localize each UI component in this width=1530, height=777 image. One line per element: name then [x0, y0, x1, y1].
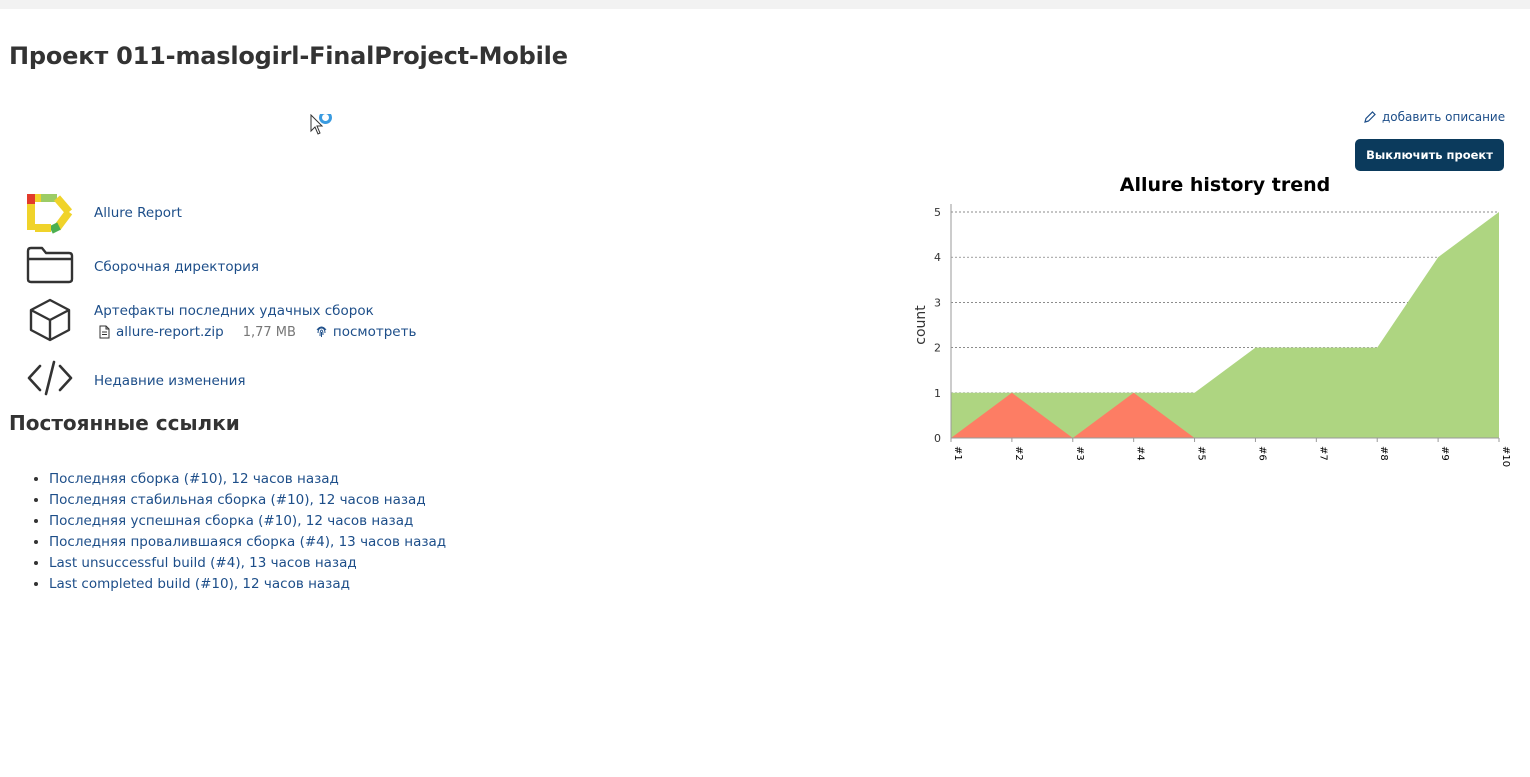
- artifact-file-size: 1,77 MB: [242, 324, 296, 340]
- permalink-last-unsuccessful-build[interactable]: Last unsuccessful build (#4), 13 часов н…: [49, 555, 357, 571]
- disable-project-button[interactable]: Выключить проект: [1355, 139, 1504, 171]
- permalink-last-completed-build[interactable]: Last completed build (#10), 12 часов наз…: [49, 576, 350, 592]
- permalink-last-build[interactable]: Последняя сборка (#10), 12 часов назад: [49, 471, 339, 487]
- chart-y-tick-label: 0: [934, 432, 941, 445]
- permalinks-list: Последняя сборка (#10), 12 часов назад П…: [31, 469, 446, 595]
- allure-logo-icon: [26, 191, 74, 235]
- add-description-label: добавить описание: [1382, 110, 1506, 124]
- permalink-last-stable-build[interactable]: Последняя стабильная сборка (#10), 12 ча…: [49, 492, 426, 508]
- artifact-view-link[interactable]: посмотреть: [315, 324, 417, 340]
- artifact-file-link[interactable]: allure-report.zip: [116, 324, 224, 340]
- chart-x-tick-label: #7: [1317, 446, 1328, 461]
- chart-y-axis-label: count: [913, 305, 929, 345]
- chart-y-tick-label: 4: [934, 251, 941, 264]
- permalink-item: Последняя успешная сборка (#10), 12 часо…: [49, 511, 446, 532]
- top-bar: [0, 0, 1530, 9]
- package-icon: [26, 298, 74, 342]
- chart-x-tick-label: #8: [1378, 446, 1389, 461]
- chart-series-area-2: [951, 392, 1499, 438]
- chart-x-tick-label: #1: [952, 446, 963, 461]
- workspace-row: [26, 243, 74, 287]
- chart-y-tick-label: 5: [934, 206, 941, 219]
- chart-x-tick-label: #3: [1074, 446, 1085, 461]
- workspace-link[interactable]: Сборочная директория: [94, 259, 260, 275]
- changes-link[interactable]: Недавние изменения: [94, 373, 246, 389]
- chart-x-tick-label: #5: [1196, 446, 1207, 461]
- allure-report-link[interactable]: Allure Report: [94, 205, 182, 221]
- pencil-icon: [1364, 111, 1376, 123]
- chart-x-tick-label: #4: [1135, 446, 1146, 461]
- code-icon: [26, 356, 74, 400]
- permalink-item: Последняя сборка (#10), 12 часов назад: [49, 469, 446, 490]
- chart-x-tick-label: #10: [1500, 446, 1511, 467]
- permalink-item: Последняя провалившаяся сборка (#4), 13 …: [49, 532, 446, 553]
- artifact-file-row: allure-report.zip 1,77 MB посмотреть: [99, 324, 416, 340]
- permalinks-title: Постоянные ссылки: [9, 411, 240, 435]
- file-icon: [99, 325, 110, 339]
- allure-report-row: [26, 191, 74, 235]
- chart-x-tick-label: #2: [1013, 446, 1024, 461]
- chart-x-tick-label: #6: [1256, 446, 1267, 461]
- chart-y-tick-label: 3: [934, 296, 941, 309]
- fingerprint-icon: [316, 326, 327, 337]
- permalink-last-successful-build[interactable]: Последняя успешная сборка (#10), 12 часо…: [49, 513, 414, 529]
- artifact-view-label: посмотреть: [332, 324, 417, 340]
- chart-series-area-1: [951, 212, 1499, 438]
- permalink-item: Last unsuccessful build (#4), 13 часов н…: [49, 553, 446, 574]
- changes-row: [26, 356, 74, 400]
- permalink-item: Last completed build (#10), 12 часов наз…: [49, 574, 446, 595]
- chart-x-tick-label: #9: [1439, 446, 1450, 461]
- allure-trend-chart[interactable]: Allure history trend count 0 1 2 3 4 5 #1 #2 #3 #4 #…: [905, 168, 1515, 478]
- permalink-last-failed-build[interactable]: Последняя провалившаяся сборка (#4), 13 …: [49, 534, 447, 550]
- artifacts-row: [26, 298, 74, 342]
- page-title: Проект 011-maslogirl-FinalProject-Mobile: [9, 42, 568, 70]
- chart-y-tick-label: 1: [934, 387, 941, 400]
- allure-trend-chart-container[interactable]: Allure history trend count 0 1 2 3 4 5 #1 #2 #3 #4 #…: [905, 168, 1515, 478]
- loading-cursor-icon: [310, 114, 332, 135]
- folder-icon: [26, 243, 74, 287]
- artifacts-link[interactable]: Артефакты последних удачных сборок: [94, 303, 374, 319]
- add-description-link[interactable]: добавить описание: [1363, 110, 1505, 124]
- permalink-item: Последняя стабильная сборка (#10), 12 ча…: [49, 490, 446, 511]
- chart-title: Allure history trend: [1120, 174, 1330, 196]
- chart-y-tick-label: 2: [934, 342, 941, 355]
